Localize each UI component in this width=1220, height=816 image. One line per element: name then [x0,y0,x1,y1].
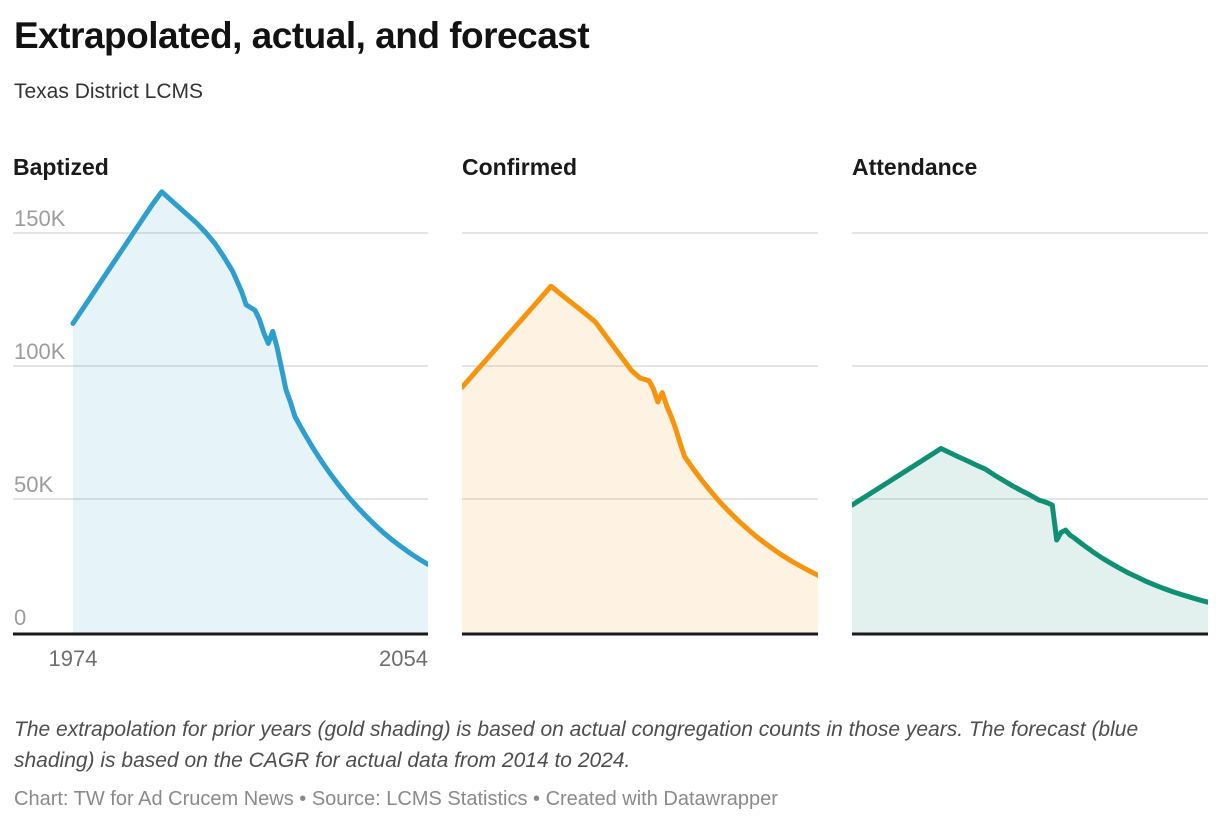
x-axis-labels: 1974 2054 [13,646,428,674]
y-tick-50K: 50K [14,472,53,497]
y-tick-150K: 150K [14,206,66,231]
panel-baptized: Baptized 150K 100K 50K 0 1974 2054 [13,152,428,674]
area-confirmed [462,286,818,633]
panel-title-attendance: Attendance [852,154,978,180]
x-tick-2054: 2054 [379,646,428,671]
plot-attendance [852,232,1208,636]
y-tick-100K: 100K [14,339,66,364]
chart-title: Extrapolated, actual, and forecast [14,15,590,56]
panel-confirmed: Confirmed [462,152,818,638]
plot-baptized: 150K 100K 50K 0 [13,189,428,636]
datawrapper-link[interactable]: Created with Datawrapper [545,788,778,810]
line-confirmed [462,283,818,578]
line-attendance [852,446,1208,605]
credit-text: Chart: TW for Ad Crucem News • Source: L… [14,788,546,810]
x-tick-1974: 1974 [48,646,98,671]
area-attendance [852,448,1208,633]
panel-title-confirmed: Confirmed [462,154,577,180]
panel-attendance: Attendance [852,152,1208,638]
small-multiples-row: Baptized 150K 100K 50K 0 1974 2054 Confirme… [13,152,1208,671]
chart-subtitle: Texas District LCMS [14,80,204,103]
footnote: The extrapolation for prior years (gold … [14,718,1139,772]
area-baptized [73,191,428,634]
plot-confirmed [462,232,818,636]
line-baptized [70,189,428,567]
y-tick-0: 0 [14,605,26,630]
panel-title-baptized: Baptized [13,154,109,180]
credit-line: Chart: TW for Ad Crucem News • Source: L… [14,786,1206,812]
